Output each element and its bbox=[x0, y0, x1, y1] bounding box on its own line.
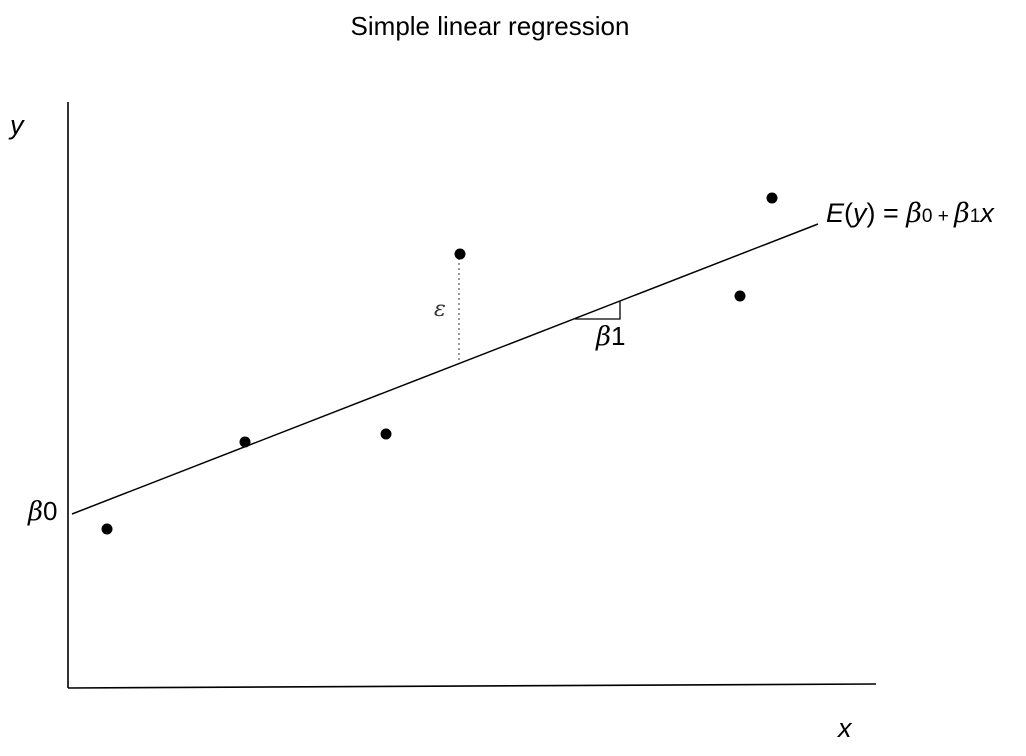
data-point bbox=[766, 192, 778, 204]
data-point bbox=[734, 290, 746, 302]
slope-triangle bbox=[575, 301, 621, 320]
slope-label: β1 bbox=[595, 321, 626, 352]
x-axis-label: x bbox=[836, 713, 853, 743]
residual-label: ε bbox=[434, 297, 446, 322]
data-point bbox=[454, 248, 466, 260]
data-point bbox=[380, 428, 392, 440]
diagram-title: Simple linear regression bbox=[351, 11, 630, 41]
x-axis bbox=[67, 683, 877, 689]
data-point bbox=[101, 523, 113, 535]
y-axis-label: y bbox=[8, 110, 25, 140]
regression-line bbox=[71, 223, 819, 515]
intercept-label: β0 bbox=[27, 496, 58, 527]
regression-equation: E(y) = β0 + β1x bbox=[826, 198, 995, 229]
data-point bbox=[239, 436, 251, 448]
